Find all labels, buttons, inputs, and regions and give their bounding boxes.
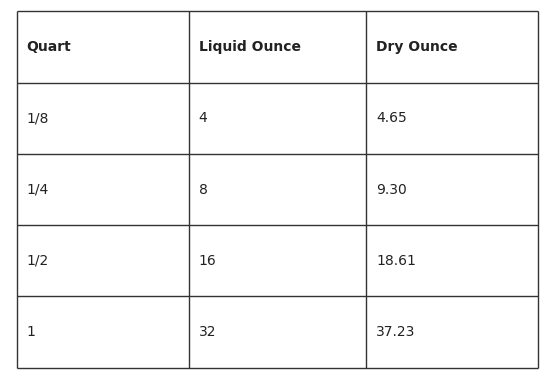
Text: 37.23: 37.23 bbox=[376, 325, 416, 339]
Text: 1/4: 1/4 bbox=[27, 183, 49, 196]
Text: 1/2: 1/2 bbox=[27, 254, 49, 268]
Text: 4: 4 bbox=[199, 111, 208, 125]
Text: Dry Ounce: Dry Ounce bbox=[376, 40, 458, 54]
Text: 16: 16 bbox=[199, 254, 216, 268]
Text: Liquid Ounce: Liquid Ounce bbox=[199, 40, 301, 54]
Text: 18.61: 18.61 bbox=[376, 254, 416, 268]
Text: 1/8: 1/8 bbox=[27, 111, 49, 125]
Text: 1: 1 bbox=[27, 325, 36, 339]
Text: 32: 32 bbox=[199, 325, 216, 339]
Text: 4.65: 4.65 bbox=[376, 111, 407, 125]
Text: Quart: Quart bbox=[27, 40, 72, 54]
Text: 8: 8 bbox=[199, 183, 208, 196]
Text: 9.30: 9.30 bbox=[376, 183, 407, 196]
